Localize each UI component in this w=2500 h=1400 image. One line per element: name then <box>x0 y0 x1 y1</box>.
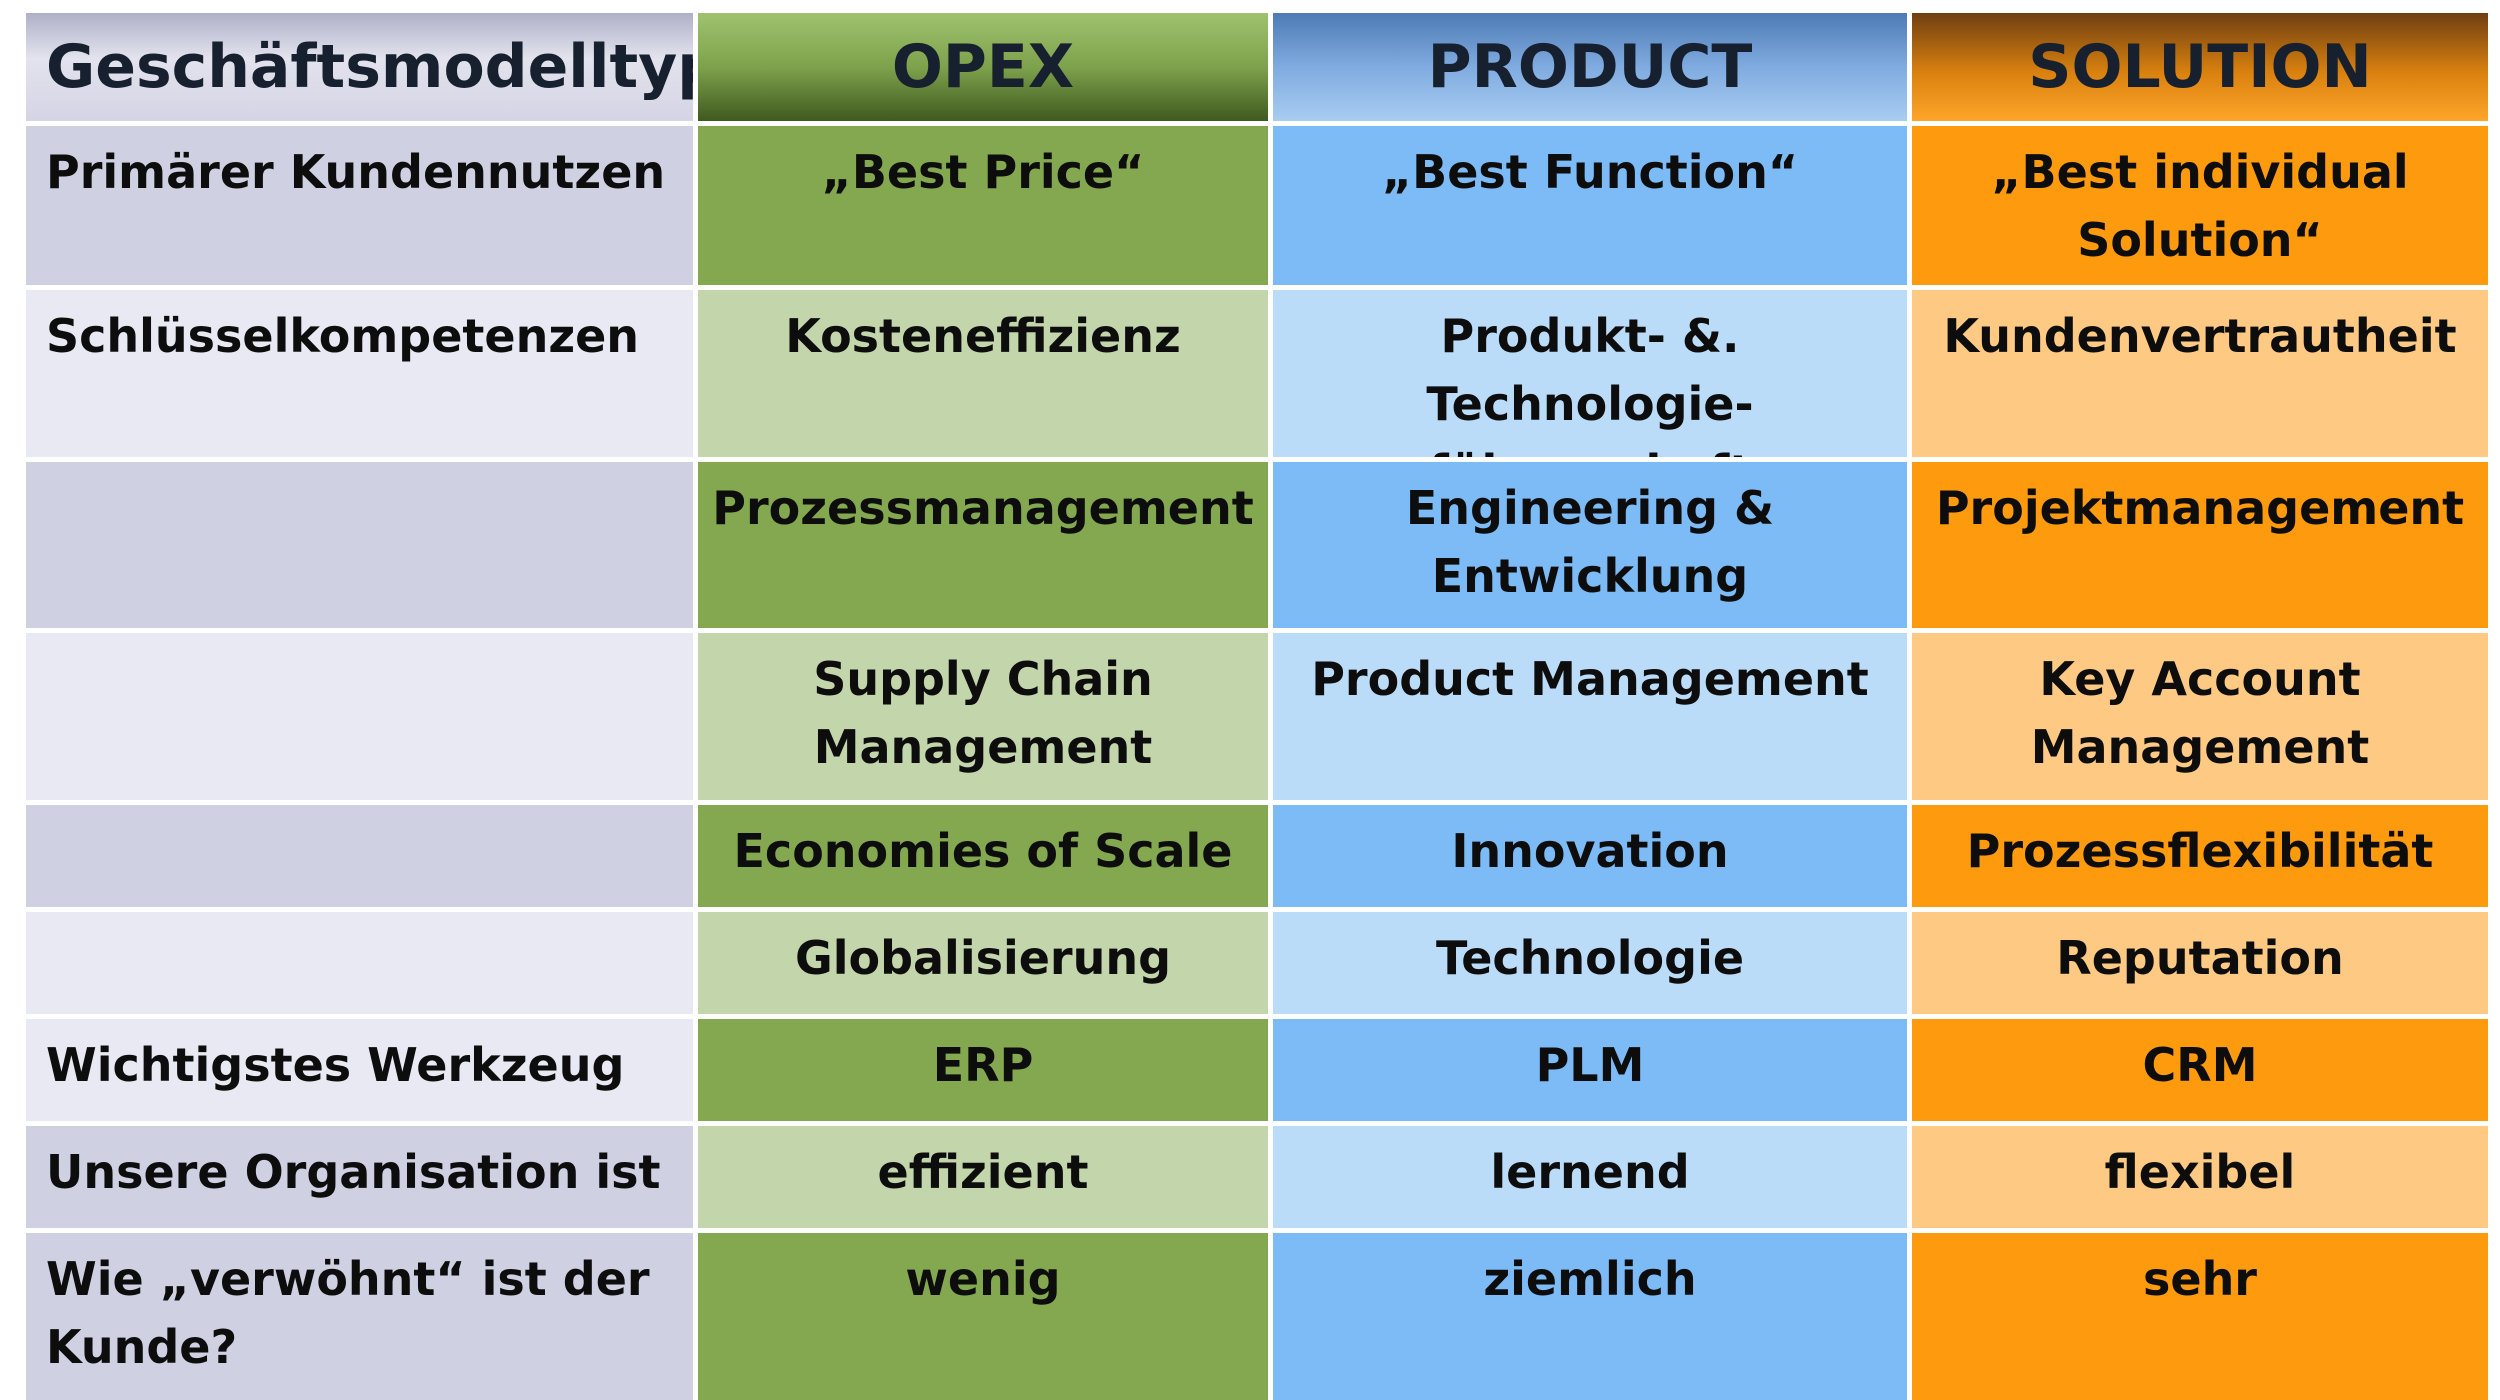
cell-solution-verwoehnt: sehr <box>1912 1233 2488 1400</box>
cell-product-kompetenz-1: Produkt- &. Technologie-führerschaft <box>1273 290 1907 457</box>
cell-solution-organisation: flexibel <box>1912 1126 2488 1228</box>
cell-opex-kompetenz-5: Globalisierung <box>698 912 1268 1014</box>
header-geschaeftsmodelltyp: Geschäftsmodelltyp <box>26 13 693 121</box>
cell-solution-kundennutzen: „Best individual Solution“ <box>1912 126 2488 285</box>
row-label-schluesselkompetenzen: Schlüsselkompetenzen <box>26 290 693 457</box>
cell-product-verwoehnt: ziemlich <box>1273 1233 1907 1400</box>
cell-solution-kompetenz-3: Key Account Management <box>1912 633 2488 800</box>
cell-opex-kundennutzen: „Best Price“ <box>698 126 1268 285</box>
row-label-empty <box>26 912 693 1014</box>
row-label-verwoehnt: Wie „verwöhnt“ ist der Kunde? <box>26 1233 693 1400</box>
cell-product-werkzeug: PLM <box>1273 1019 1907 1121</box>
row-label-kundennutzen: Primärer Kundennutzen <box>26 126 693 285</box>
cell-opex-werkzeug: ERP <box>698 1019 1268 1121</box>
cell-solution-kompetenz-4: Prozessflexibilität <box>1912 805 2488 907</box>
cell-opex-kompetenz-2: Prozessmanagement <box>698 462 1268 628</box>
cell-opex-kompetenz-3: Supply Chain Management <box>698 633 1268 800</box>
row-label-empty <box>26 462 693 628</box>
cell-product-kompetenz-5: Technologie <box>1273 912 1907 1014</box>
cell-product-kompetenz-3: Product Management <box>1273 633 1907 800</box>
cell-opex-verwoehnt: wenig <box>698 1233 1268 1400</box>
business-model-table: Geschäftsmodelltyp OPEX PRODUCT SOLUTION… <box>26 13 2488 1400</box>
cell-opex-kompetenz-4: Economies of Scale <box>698 805 1268 907</box>
header-solution: SOLUTION <box>1912 13 2488 121</box>
row-label-werkzeug: Wichtigstes Werkzeug <box>26 1019 693 1121</box>
cell-solution-kompetenz-5: Reputation <box>1912 912 2488 1014</box>
cell-solution-werkzeug: CRM <box>1912 1019 2488 1121</box>
header-product: PRODUCT <box>1273 13 1907 121</box>
cell-product-organisation: lernend <box>1273 1126 1907 1228</box>
cell-solution-kompetenz-1: Kundenvertrautheit <box>1912 290 2488 457</box>
row-label-empty <box>26 633 693 800</box>
cell-product-kundennutzen: „Best Function“ <box>1273 126 1907 285</box>
cell-opex-kompetenz-1: Kosteneffizienz <box>698 290 1268 457</box>
cell-opex-organisation: effizient <box>698 1126 1268 1228</box>
cell-solution-kompetenz-2: Projektmanagement <box>1912 462 2488 628</box>
cell-product-kompetenz-4: Innovation <box>1273 805 1907 907</box>
row-label-organisation: Unsere Organisation ist <box>26 1126 693 1228</box>
cell-product-kompetenz-2: Engineering & Entwicklung <box>1273 462 1907 628</box>
row-label-empty <box>26 805 693 907</box>
header-opex: OPEX <box>698 13 1268 121</box>
